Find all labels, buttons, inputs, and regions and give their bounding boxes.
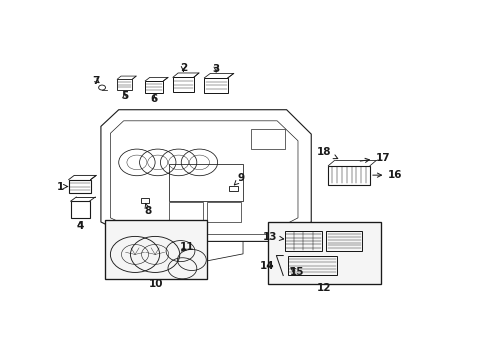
Bar xyxy=(284,231,321,251)
Bar xyxy=(70,201,89,218)
Text: 6: 6 xyxy=(150,94,158,104)
Bar xyxy=(326,231,362,251)
Text: 9: 9 xyxy=(234,173,244,185)
Bar xyxy=(68,180,90,193)
Text: 7: 7 xyxy=(93,76,100,86)
Bar xyxy=(145,81,163,93)
Bar xyxy=(267,222,381,284)
Bar xyxy=(327,166,369,185)
Bar xyxy=(204,78,227,93)
Bar xyxy=(173,77,193,92)
Text: 11: 11 xyxy=(179,242,194,252)
Text: 2: 2 xyxy=(180,63,186,73)
Text: 17: 17 xyxy=(360,153,390,163)
Text: 4: 4 xyxy=(76,221,83,231)
Text: 15: 15 xyxy=(289,267,304,278)
Bar xyxy=(287,256,336,275)
Text: 5: 5 xyxy=(121,91,128,101)
Bar xyxy=(141,198,149,203)
Bar xyxy=(169,202,203,222)
Bar xyxy=(228,186,238,191)
Text: 10: 10 xyxy=(148,279,163,288)
Bar xyxy=(104,220,206,279)
Text: 1: 1 xyxy=(57,181,67,192)
Text: 3: 3 xyxy=(212,64,219,74)
Text: 14: 14 xyxy=(259,261,274,270)
Text: 16: 16 xyxy=(372,170,402,180)
Bar xyxy=(206,202,241,222)
Bar xyxy=(117,79,132,90)
Text: 13: 13 xyxy=(263,232,283,242)
Bar xyxy=(250,129,284,149)
Text: 18: 18 xyxy=(317,147,337,159)
Text: 8: 8 xyxy=(144,203,152,216)
Text: 12: 12 xyxy=(317,283,331,293)
Bar xyxy=(169,164,243,201)
